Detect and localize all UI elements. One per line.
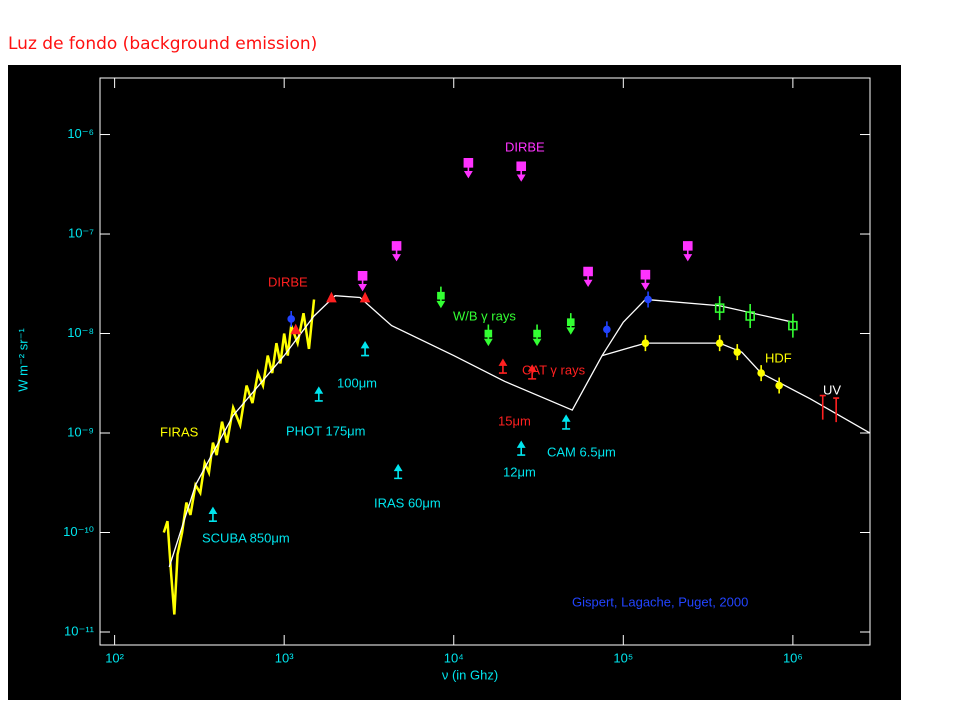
data-point xyxy=(516,161,527,182)
annotation: IRAS 60μm xyxy=(374,495,441,510)
x-tick-label: 10² xyxy=(105,650,124,665)
annotation: DIRBE xyxy=(268,274,308,289)
data-point xyxy=(682,241,693,262)
annotation: W/B γ rays xyxy=(453,308,516,323)
data-point xyxy=(314,386,324,402)
y-tick-label: 10⁻⁹ xyxy=(67,424,94,439)
y-tick-label: 10⁻¹¹ xyxy=(64,623,95,638)
data-point xyxy=(357,271,368,292)
annotation: 12μm xyxy=(503,464,536,479)
data-point xyxy=(640,269,651,291)
data-point xyxy=(532,324,542,347)
annotation: HDF xyxy=(765,350,792,365)
x-axis-title: ν (in Ghz) xyxy=(442,667,498,682)
x-tick-label: 10⁵ xyxy=(613,650,633,665)
data-point xyxy=(819,394,826,420)
x-tick-label: 10³ xyxy=(275,650,294,665)
annotation: FIRAS xyxy=(160,424,199,439)
data-point xyxy=(483,324,493,347)
y-tick-label: 10⁻⁷ xyxy=(68,225,94,240)
data-point xyxy=(641,335,650,352)
annotation: SCUBA 850μm xyxy=(202,530,290,545)
y-axis-title: W m⁻² sr⁻¹ xyxy=(15,328,30,392)
data-point xyxy=(583,266,593,288)
data-point xyxy=(463,157,474,179)
data-point xyxy=(561,414,571,430)
data-point xyxy=(603,321,611,338)
data-point xyxy=(566,313,576,335)
annotation: PHOT 175μm xyxy=(286,423,366,438)
data-point xyxy=(436,286,446,309)
plot-frame xyxy=(99,77,871,646)
data-point xyxy=(788,313,798,338)
annotation: Gispert, Lagache, Puget, 2000 xyxy=(572,594,748,609)
data-point xyxy=(393,463,403,480)
data-point xyxy=(775,377,783,394)
data-point xyxy=(757,365,765,382)
data-point xyxy=(359,291,371,303)
annotation: UV xyxy=(823,382,841,397)
data-point xyxy=(498,358,508,374)
data-point xyxy=(715,335,724,352)
data-point xyxy=(714,296,725,321)
data-point xyxy=(644,291,652,308)
series-line xyxy=(168,295,646,568)
data-point xyxy=(391,241,402,262)
annotation: 100μm xyxy=(337,375,377,390)
data-point xyxy=(208,506,218,522)
y-tick-label: 10⁻⁶ xyxy=(67,126,94,141)
annotation: CAT γ rays xyxy=(522,362,586,377)
x-tick-label: 10⁶ xyxy=(783,650,803,665)
data-point xyxy=(360,341,370,357)
data-point xyxy=(516,440,526,456)
data-point xyxy=(287,310,295,327)
annotation: DIRBE xyxy=(505,139,545,154)
y-tick-label: 10⁻⁸ xyxy=(67,325,94,340)
data-point xyxy=(733,344,742,361)
data-point xyxy=(326,291,337,303)
annotation: 15μm xyxy=(498,413,531,428)
data-point xyxy=(833,397,840,423)
data-point xyxy=(290,323,302,335)
x-tick-label: 10⁴ xyxy=(444,650,464,665)
annotation: CAM 6.5μm xyxy=(547,444,616,459)
data-point xyxy=(745,303,755,328)
y-tick-label: 10⁻¹⁰ xyxy=(63,524,94,539)
data-point xyxy=(527,364,537,380)
slide-title: Luz de fondo (background emission) xyxy=(8,34,317,54)
plot-background xyxy=(8,65,901,700)
